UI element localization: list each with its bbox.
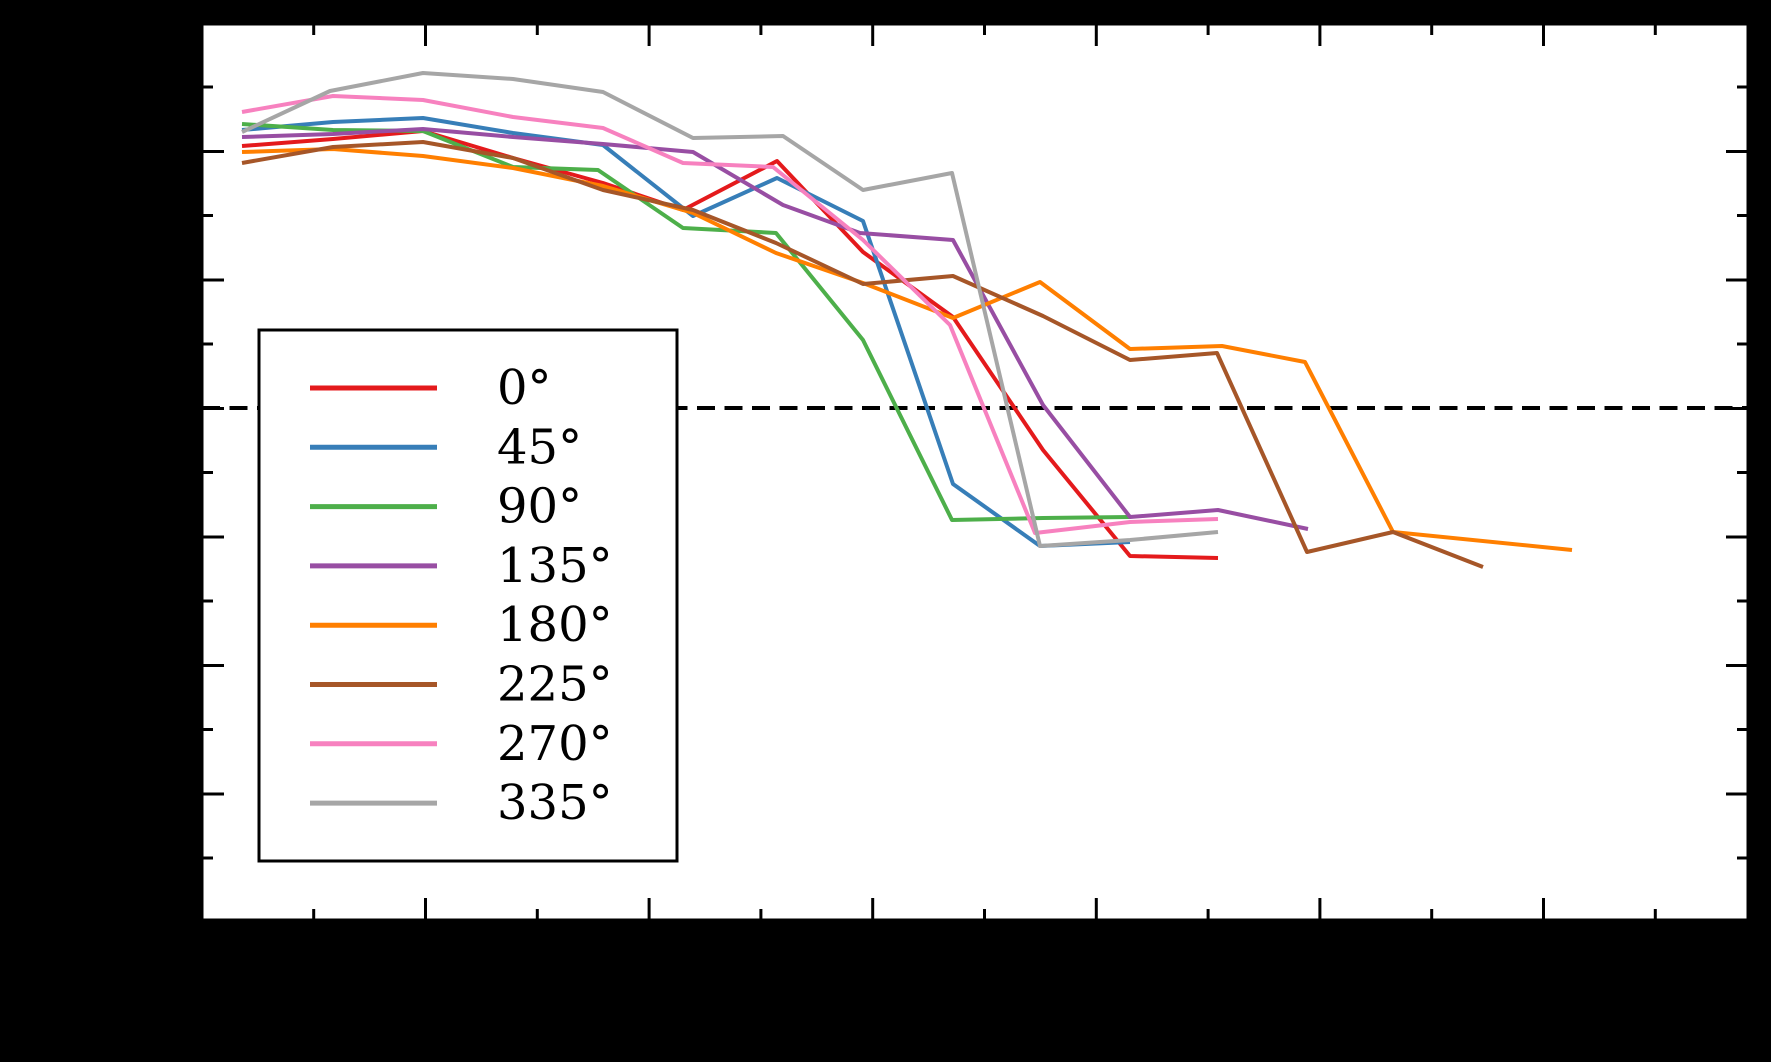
axes-spines xyxy=(200,22,1750,922)
legend-label-45deg: 45° xyxy=(497,419,582,475)
legend-item-180deg: 180° xyxy=(310,597,613,653)
legend-item-135deg: 135° xyxy=(310,538,613,594)
series-line-225deg xyxy=(241,140,1484,569)
legend-label-335deg: 335° xyxy=(497,775,613,831)
legend-label-135deg: 135° xyxy=(497,538,613,594)
series-line-135deg xyxy=(241,127,1309,531)
legend-label-0deg: 0° xyxy=(497,360,552,416)
legend-item-270deg: 270° xyxy=(310,716,613,772)
legend-box: 0°45°90°135°180°225°270°335° xyxy=(257,328,679,863)
legend-frame xyxy=(257,328,679,863)
legend-label-225deg: 225° xyxy=(497,657,613,713)
legend-item-0deg: 0° xyxy=(310,360,552,416)
legend-item-45deg: 45° xyxy=(310,419,582,475)
legend-label-180deg: 180° xyxy=(497,597,613,653)
legend-label-90deg: 90° xyxy=(497,479,582,535)
series-line-335deg xyxy=(241,71,1219,548)
legend-label-270deg: 270° xyxy=(497,716,613,772)
series-line-45deg xyxy=(241,116,1131,548)
data-series-group xyxy=(241,71,1573,569)
legend-item-335deg: 335° xyxy=(310,775,613,831)
series-line-270deg xyxy=(241,94,1219,535)
legend-item-225deg: 225° xyxy=(310,657,613,713)
legend-item-90deg: 90° xyxy=(310,479,582,535)
